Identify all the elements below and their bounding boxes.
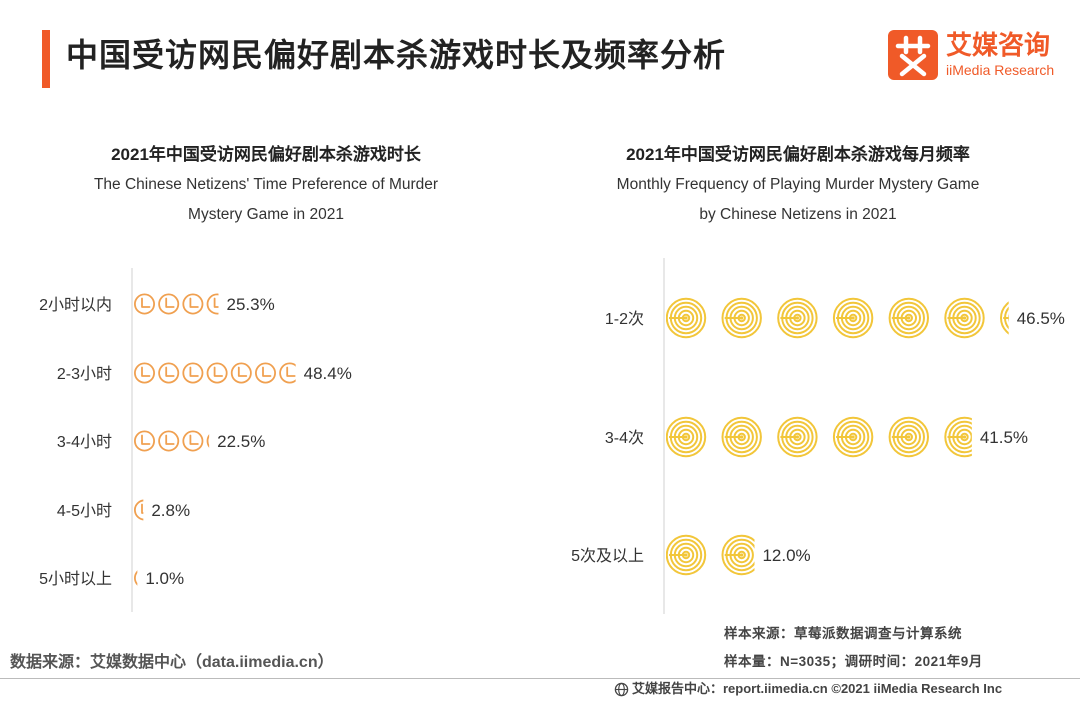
chart-0-value-label: 22.5%: [217, 432, 265, 451]
logo: 艾媒咨询 iiMedia Research: [888, 30, 1068, 82]
chart-0-value-label: 2.8%: [151, 501, 190, 520]
chart-1-bar: [666, 297, 1009, 339]
duration-chart-title: 2021年中国受访网民偏好剧本杀游戏时长: [111, 145, 421, 164]
chart-1-value-label: 41.5%: [980, 428, 1028, 447]
duration-chart-subtitle-line-1: The Chinese Netizens' Time Preference of…: [93, 176, 439, 193]
target-icon: [721, 534, 755, 576]
chart-0-category-label: 2-3小时: [57, 365, 112, 383]
chart-1-category-label: 1-2次: [605, 310, 644, 328]
sample-source: 样本来源：草莓派数据调查与计算系统: [724, 626, 962, 641]
chart-1-value-label: 46.5%: [1017, 309, 1065, 328]
frequency-chart: 1-2次 46.5% 3-4次 41.5% 5次及以上 12.0%: [571, 258, 1065, 614]
clock-icon: [182, 430, 204, 452]
frequency-chart-subtitle-line-1: Monthly Frequency of Playing Murder Myst…: [616, 176, 980, 193]
clock-icon: [158, 362, 180, 384]
chart-1-bar: [666, 416, 972, 458]
chart-1-category-label: 3-4次: [605, 429, 644, 447]
frequency-chart-title: 2021年中国受访网民偏好剧本杀游戏每月频率: [626, 145, 970, 164]
target-icon: [944, 297, 985, 339]
chart-0-category-label: 5小时以上: [39, 570, 112, 588]
clock-icon: [206, 362, 228, 384]
clock-icon: [134, 570, 138, 586]
clock-icon: [182, 293, 204, 315]
target-icon: [832, 297, 874, 339]
title-accent-bar: [42, 30, 50, 88]
clock-icon: [134, 430, 155, 452]
frequency-chart-heading: 2021年中国受访网民偏好剧本杀游戏每月频率 Monthly Frequency…: [568, 140, 1028, 230]
clock-icon: [134, 499, 144, 521]
target-icon: [777, 416, 818, 458]
duration-chart-heading: 2021年中国受访网民偏好剧本杀游戏时长 The Chinese Netizen…: [36, 140, 496, 230]
target-icon: [1000, 301, 1009, 335]
chart-0-bar: [134, 293, 219, 315]
chart-0-category-label: 2小时以内: [39, 296, 112, 314]
chart-0-value-label: 1.0%: [145, 569, 184, 588]
chart-0-value-label: 48.4%: [304, 364, 352, 383]
frequency-chart-subtitle-line-2: by Chinese Netizens in 2021: [699, 206, 897, 223]
data-source: 数据来源：艾媒数据中心（data.iimedia.cn）: [10, 654, 334, 671]
clock-icon: [206, 434, 210, 448]
page-title: 中国受访网民偏好剧本杀游戏时长及频率分析: [66, 37, 727, 73]
footer-divider: [0, 678, 1080, 679]
target-icon: [944, 416, 972, 458]
chart-0-bar: [134, 499, 144, 521]
clock-icon: [158, 430, 180, 452]
copyright: 艾媒报告中心：report.iimedia.cn ©2021 iiMedia R…: [614, 680, 1002, 698]
sample-size: 样本量：N=3035；调研时间：2021年9月: [724, 654, 983, 669]
target-icon: [888, 416, 929, 458]
logo-name: 艾媒咨询: [946, 30, 1051, 60]
globe-icon: [614, 682, 629, 697]
clock-icon: [134, 293, 155, 315]
clock-icon: [230, 362, 252, 384]
clock-icon: [134, 362, 155, 384]
duration-chart: 2小时以内 25.3% 2-3小时 48.4% 3-4小时 22.5% 4-5小时 2.8% 5…: [39, 268, 352, 612]
clock-icon: [158, 293, 180, 315]
chart-0-bar: [134, 362, 296, 384]
target-icon: [666, 297, 707, 339]
target-icon: [721, 297, 762, 339]
target-icon: [777, 297, 818, 339]
logo-subtitle: iiMedia Research: [946, 62, 1055, 78]
clock-icon: [279, 362, 296, 384]
target-icon: [888, 297, 929, 339]
chart-1-category-label: 5次及以上: [571, 547, 644, 565]
chart-0-category-label: 4-5小时: [57, 502, 112, 520]
chart-0-value-label: 25.3%: [227, 295, 275, 314]
target-icon: [832, 416, 874, 458]
copyright-text: 艾媒报告中心：report.iimedia.cn ©2021 iiMedia R…: [632, 681, 1003, 696]
clock-icon: [254, 362, 276, 384]
chart-0-category-label: 3-4小时: [57, 433, 112, 451]
target-icon: [721, 416, 762, 458]
logo-mark-icon: [888, 30, 938, 80]
chart-0-bar: [134, 570, 138, 586]
duration-chart-subtitle-line-2: Mystery Game in 2021: [188, 206, 344, 223]
target-icon: [666, 534, 707, 576]
clock-icon: [206, 293, 219, 315]
chart-0-bar: [134, 430, 210, 452]
target-icon: [666, 416, 707, 458]
chart-1-bar: [666, 534, 755, 576]
clock-icon: [182, 362, 204, 384]
chart-1-value-label: 12.0%: [762, 546, 810, 565]
